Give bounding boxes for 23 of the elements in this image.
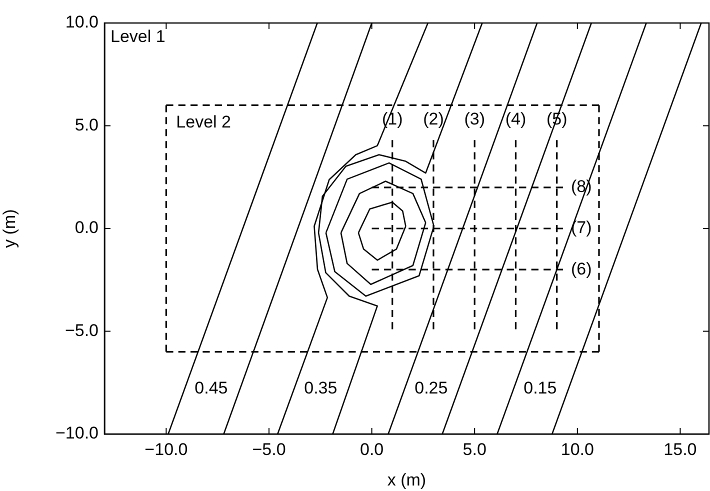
x-axis-title: x (m) xyxy=(387,470,426,490)
annotation: (2) xyxy=(423,109,444,128)
series-label: 0.25 xyxy=(414,378,448,398)
x-tick-label: 0.0 xyxy=(360,440,384,459)
series-label: 0.45 xyxy=(194,378,228,398)
y-axis-title: y (m) xyxy=(0,209,19,248)
y-tick-label: 0.0 xyxy=(74,218,98,238)
annotation: (6) xyxy=(571,259,592,278)
x-tick-label: −5.0 xyxy=(252,440,286,459)
series-label: 0.15 xyxy=(524,378,557,398)
annotation: Level 1 xyxy=(110,27,166,46)
x-tick-label: 5.0 xyxy=(462,440,486,459)
y-tick-label: −10.0 xyxy=(55,424,98,443)
y-tick-label: −5.0 xyxy=(64,320,98,340)
x-tick-label: −10.0 xyxy=(144,440,188,459)
x-tick-label: 15.0 xyxy=(664,440,697,459)
y-tick-label: 5.0 xyxy=(74,115,98,134)
series-label: Level 2 xyxy=(176,112,232,132)
annotation: (4) xyxy=(505,109,526,128)
y-tick-label: 10.0 xyxy=(65,12,98,32)
series-label: 0.35 xyxy=(304,378,338,398)
annotation: (3) xyxy=(464,109,485,128)
x-tick-label: 10.0 xyxy=(560,440,594,459)
